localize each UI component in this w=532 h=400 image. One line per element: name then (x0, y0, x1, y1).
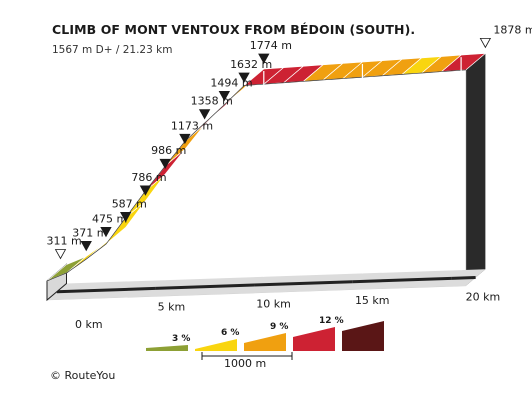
profile-wall (46, 53, 486, 301)
elevation-label-9: 1632 m (230, 58, 272, 71)
profile-front-wall (46, 69, 467, 301)
elevation-label-10: 1774 m (250, 39, 292, 52)
legend-swatch-1 (195, 339, 237, 351)
elevation-marker-7 (198, 109, 211, 120)
profile-front-edge (46, 69, 466, 282)
elevation-marker-11 (479, 37, 492, 49)
gradient-legend: 3 % 6 % 9 % 12 % 1000 m (146, 316, 384, 370)
elevation-label-2: 475 m (92, 212, 127, 225)
elevation-label-6: 1173 m (171, 119, 213, 132)
legend-label-1: 6 % (221, 328, 239, 338)
chart-subtitle: 1567 m D+ / 21.23 km (52, 44, 173, 56)
base-segment-dark (253, 280, 353, 287)
km-tick-label-0: 0 km (75, 318, 103, 331)
base-segment-dark (155, 283, 255, 290)
elevation-label-3: 587 m (112, 197, 147, 210)
base-segment-dark (352, 276, 452, 284)
base-segment-dark (451, 276, 476, 280)
elevation-marker-4 (139, 185, 152, 196)
elevation-marker-8 (218, 91, 231, 102)
copyright-text: © RouteYou (50, 369, 116, 382)
elevation-marker-5 (159, 158, 171, 170)
elevation-label-8: 1494 m (210, 76, 252, 89)
profile-end-face (465, 53, 486, 286)
elevation-label-11: 1878 m (493, 23, 532, 36)
elevation-marker-1 (80, 240, 92, 252)
chart-title: CLIMB OF MONT VENTOUX FROM BÉDOIN (SOUTH… (52, 22, 416, 37)
legend-swatch-3 (293, 327, 335, 351)
legend-swatch-2 (244, 333, 286, 351)
legend-swatch-0 (146, 345, 188, 351)
legend-label-3: 12 % (319, 316, 344, 326)
elevation-marker-2 (100, 227, 112, 238)
km-tick-label-10: 10 km (256, 297, 291, 310)
elevation-label-1: 371 m (72, 226, 107, 239)
km-tick-label-15: 15 km (355, 294, 390, 307)
elevation-label-5: 986 m (151, 144, 186, 157)
legend-swatch-4 (342, 321, 384, 351)
elevation-label-0: 311 m (47, 235, 82, 248)
km-tick-label-5: 5 km (158, 301, 186, 314)
km-axis-labels: 0 km 5 km 10 km 15 km 20 km (75, 291, 500, 331)
elevation-marker-6 (179, 133, 191, 145)
km-gridlines (164, 57, 462, 281)
legend-label-0: 3 % (172, 334, 190, 344)
legend-label-2: 9 % (270, 322, 288, 332)
elevation-label-7: 1358 m (191, 95, 233, 108)
base-segment-dark (56, 286, 156, 294)
profile-top-band (46, 52, 487, 282)
elevation-marker-10 (258, 53, 270, 64)
elevation-label-4: 786 m (131, 171, 166, 184)
elevation-marker-3 (120, 212, 132, 223)
elevation-marker-9 (238, 72, 250, 83)
legend-scale-label: 1000 m (224, 357, 266, 370)
elevation-marker-0 (54, 249, 67, 260)
km-tick-label-20: 20 km (466, 291, 501, 304)
